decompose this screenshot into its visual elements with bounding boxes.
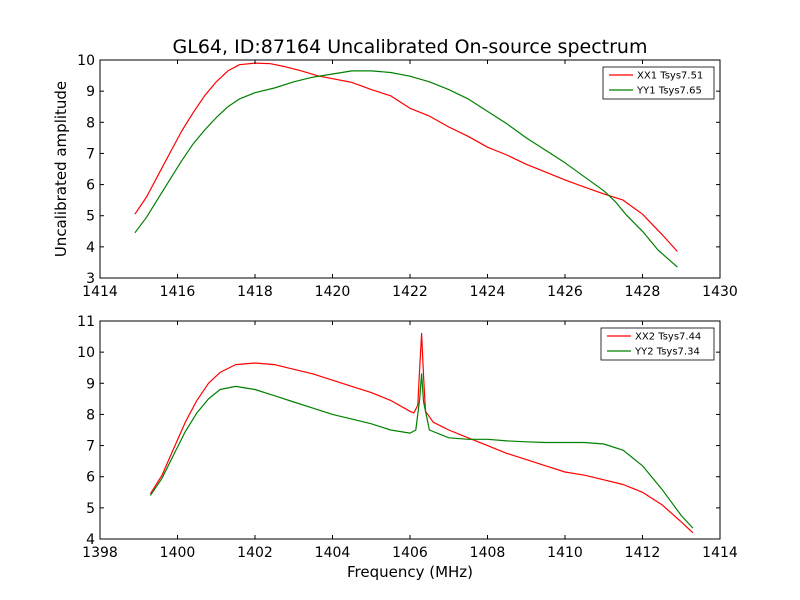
chart-panel-1: 1414 1416 1418 1420 1422 1424 1426 1428 1430 3 4 5 6…: [77, 53, 738, 300]
chart-title: GL64, ID:87164 Uncalibrated On-source sp…: [173, 36, 648, 58]
y-tick-label: 4: [86, 240, 95, 256]
y-tick-label: 9: [86, 376, 95, 392]
y-tick-label: 6: [86, 178, 95, 194]
legend-label: YY2 Tsys7.34: [634, 347, 700, 358]
x-tick-label: 1416: [160, 284, 196, 300]
y-axis-label: Uncalibrated amplitude: [52, 81, 70, 257]
x-tick-label: 1414: [702, 545, 738, 561]
series-line-yy1: [134, 70, 678, 268]
series-line-xx1: [134, 62, 678, 252]
x-tick-label: 1430: [702, 284, 738, 300]
legend-label: YY1 Tsys7.65: [636, 86, 702, 97]
y-tick-label: 8: [86, 115, 95, 131]
x-tick-label: 1428: [625, 284, 661, 300]
series-line-xx2: [149, 332, 694, 534]
x-tick-label: 1402: [237, 545, 273, 561]
y-tick-label: 8: [86, 407, 95, 423]
y-tick-label: 10: [77, 53, 95, 69]
y-tick-label: 9: [86, 84, 95, 100]
legend: XX2 Tsys7.44 YY2 Tsys7.34: [600, 327, 715, 361]
x-tick-label: 1412: [625, 545, 661, 561]
x-axis-label: Frequency (MHz): [347, 563, 473, 581]
chart-panel-2: 1398 1400 1402 1404 1406 1408 1410 1412 1414 4 5 6 7…: [77, 314, 738, 561]
y-tick-label: 10: [77, 345, 95, 361]
legend-label: XX1 Tsys7.51: [637, 71, 703, 82]
legend-label: XX2 Tsys7.44: [635, 332, 701, 343]
y-tick-label: 7: [86, 146, 95, 162]
x-tick-label: 1406: [392, 545, 428, 561]
y-tick-label: 5: [86, 501, 95, 517]
x-tick-label: 1408: [470, 545, 506, 561]
x-tick-label: 1426: [547, 284, 583, 300]
x-tick-label: 1414: [82, 284, 118, 300]
series-line-yy2: [149, 373, 694, 529]
x-tick-label: 1410: [547, 545, 583, 561]
y-tick-label: 5: [86, 209, 95, 225]
y-tick-label: 11: [77, 314, 95, 330]
y-tick-label: 4: [86, 532, 95, 548]
y-tick-label: 3: [86, 271, 95, 287]
x-tick-label: 1404: [315, 545, 351, 561]
legend: XX1 Tsys7.51 YY1 Tsys7.65: [602, 66, 715, 100]
x-tick-label: 1422: [392, 284, 428, 300]
x-tick-label: 1418: [237, 284, 273, 300]
x-tick-label: 1420: [315, 284, 351, 300]
y-tick-label: 7: [86, 439, 95, 455]
x-tick-label: 1398: [82, 545, 118, 561]
y-tick-label: 6: [86, 470, 95, 486]
legend-box: [600, 327, 715, 361]
legend-box: [602, 66, 715, 100]
x-tick-label: 1400: [160, 545, 196, 561]
x-tick-label: 1424: [470, 284, 506, 300]
